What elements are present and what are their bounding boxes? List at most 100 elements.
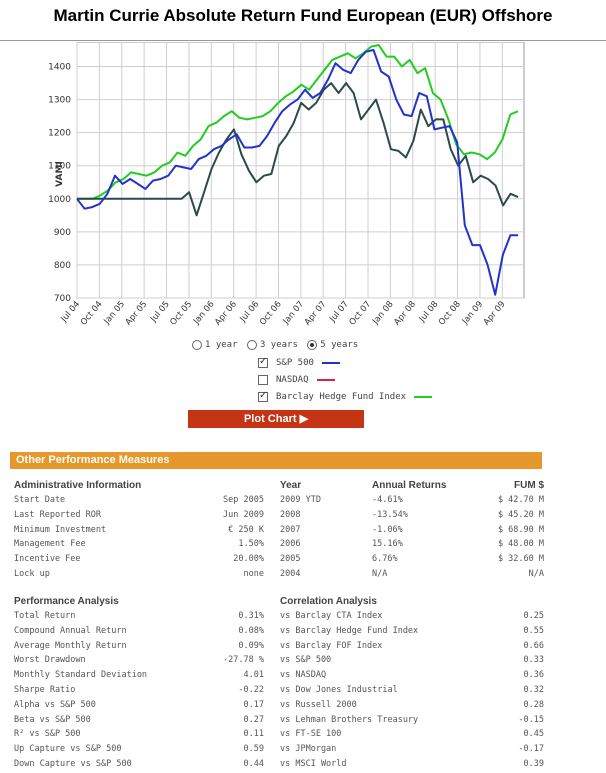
annual-cell-return: -1.06% — [372, 524, 403, 535]
annual-cell-year: 2005 — [280, 554, 301, 565]
performance-cell-value: 0.44 — [243, 759, 264, 769]
annual-cell-year: 2007 — [280, 524, 301, 535]
admin-row: Last Reported ROR Jun 2009 — [14, 510, 264, 524]
correlation-cell-label: vs Lehman Brothers Treasury — [280, 714, 419, 725]
correlation-row: vs FT-SE 100 0.45 — [280, 729, 544, 743]
range-label-3-years: 3 years — [259, 340, 298, 350]
annual-cell-fum: $ 32.60 M — [497, 554, 544, 565]
range-label-1-year: 1 year — [205, 340, 238, 350]
performance-row: Average Monthly Return 0.09% — [14, 641, 264, 655]
admin-cell-value: 1.50% — [238, 539, 264, 550]
admin-header-label: Administrative Information — [14, 480, 142, 491]
performance-cell-label: Monthly Standard Deviation — [14, 670, 148, 681]
x-tick-label: Oct 08 — [437, 300, 463, 328]
x-tick-label: Jan 09 — [460, 300, 485, 328]
legend-label-barclay: Barclay Hedge Fund Index — [276, 392, 407, 402]
performance-row: Sharpe Ratio -0.22 — [14, 685, 264, 699]
x-tick-label: Jan 08 — [370, 300, 395, 328]
correlation-row: vs Barclay CTA Index 0.25 — [280, 611, 544, 625]
annual-cell-fum: N/A — [528, 569, 544, 579]
admin-row: Management Fee 1.50% — [14, 539, 264, 553]
series-line-nasdaq — [77, 82, 519, 217]
radio-5-years[interactable] — [307, 340, 318, 350]
x-tick-label: Apr 08 — [392, 300, 418, 328]
admin-row: Incentive Fee 20.00% — [14, 554, 264, 568]
x-tick-label: Apr 06 — [213, 300, 239, 328]
title-divider — [0, 40, 606, 41]
admin-cell-value: Jun 2009 — [223, 509, 264, 520]
performance-cell-label: Down Capture vs S&P 500 — [14, 759, 132, 769]
x-tick-label: Apr 07 — [303, 300, 329, 328]
y-tick-label: 1300 — [48, 96, 71, 106]
radio-1-year[interactable] — [192, 340, 202, 350]
correlation-cell-label: vs Barclay FOF Index — [280, 640, 383, 651]
admin-cell-label: Start Date — [14, 495, 66, 505]
y-axis-label: VAMI — [55, 161, 65, 187]
correlation-cell-value: 0.45 — [523, 729, 544, 740]
legend-barclay: Barclay Hedge Fund Index — [258, 390, 433, 402]
annual-cell-return: 6.76% — [372, 554, 398, 565]
admin-cell-label: Management Fee — [14, 539, 86, 550]
x-tick-label: Jan 07 — [281, 300, 306, 328]
correlation-cell-value: 0.55 — [523, 625, 544, 636]
admin-row: Minimum Investment € 250 K — [14, 525, 264, 539]
annual-row: 2009 YTD -4.61% $ 42.70 M — [280, 495, 544, 509]
checkbox-sp500[interactable] — [258, 356, 268, 368]
annual-cell-fum: $ 68.90 M — [497, 524, 544, 535]
correlation-row: vs Lehman Brothers Treasury -0.15 — [280, 715, 544, 729]
performance-cell-value: 0.27 — [243, 714, 264, 725]
admin-row: Start Date Sep 2005 — [14, 495, 264, 509]
x-tick-label: Oct 05 — [168, 300, 194, 328]
performance-row: Alpha vs S&P 500 0.17 — [14, 700, 264, 714]
annual-cell-year: 2006 — [280, 539, 301, 550]
annual-header-returns: Annual Returns — [372, 480, 447, 491]
annual-cell-year: 2008 — [280, 509, 301, 520]
annual-cell-return: N/A — [372, 569, 388, 579]
annual-row: 2005 6.76% $ 32.60 M — [280, 554, 544, 568]
correlation-cell-label: vs Barclay CTA Index — [280, 611, 383, 621]
y-tick-label: 1000 — [48, 195, 71, 205]
correlation-table: Correlation Analysis vs Barclay CTA Inde… — [280, 596, 544, 770]
correlation-row: vs Dow Jones Industrial 0.32 — [280, 685, 544, 699]
performance-row: Monthly Standard Deviation 4.01 — [14, 670, 264, 684]
legend-label-sp500: S&P 500 — [276, 358, 314, 368]
annual-cell-return: -13.54% — [372, 509, 408, 520]
annual-cell-year: 2004 — [280, 569, 301, 579]
x-tick-label: Apr 09 — [482, 300, 508, 328]
legend-nasdaq: NASDAQ — [258, 375, 335, 385]
performance-cell-label: Up Capture vs S&P 500 — [14, 744, 122, 755]
y-tick-label: 900 — [54, 228, 71, 238]
annual-row: 2008 -13.54% $ 45.20 M — [280, 510, 544, 524]
performance-row: Up Capture vs S&P 500 0.59 — [14, 744, 264, 758]
correlation-row: vs Barclay FOF Index 0.66 — [280, 641, 544, 655]
correlation-row: vs NASDAQ 0.36 — [280, 670, 544, 684]
legend-swatch-barclay — [414, 396, 433, 398]
annual-header-year: Year — [280, 480, 302, 491]
correlation-cell-value: -0.17 — [518, 744, 544, 755]
legend-sp500: S&P 500 — [258, 356, 340, 368]
correlation-cell-value: 0.39 — [523, 759, 544, 769]
correlation-cell-value: 0.36 — [523, 670, 544, 681]
y-tick-label: 1400 — [48, 63, 71, 73]
annual-cell-fum: $ 45.20 M — [497, 509, 544, 520]
x-tick-label: Oct 04 — [79, 300, 105, 328]
checkbox-barclay[interactable] — [258, 390, 268, 402]
correlation-cell-value: 0.33 — [523, 655, 544, 666]
admin-table: Administrative Information Start Date Sep… — [14, 480, 264, 590]
admin-cell-value: Sep 2005 — [223, 495, 264, 505]
correlation-cell-label: vs Barclay Hedge Fund Index — [280, 625, 419, 636]
legend-swatch-nasdaq — [316, 379, 335, 381]
performance-cell-value: -0.22 — [238, 685, 264, 695]
y-tick-label: 1200 — [48, 129, 71, 139]
plot-chart-button[interactable]: Plot Chart ▶ — [188, 410, 364, 428]
admin-cell-value: € 250 K — [228, 524, 264, 535]
performance-cell-label: Total Return — [14, 611, 76, 621]
performance-row: Beta vs S&P 500 0.27 — [14, 715, 264, 729]
vami-chart: 700 800 900 1000 1100 1200 1300 1400 VAMI Jul 04 O… — [0, 42, 606, 332]
performance-cell-value: 4.01 — [243, 670, 264, 681]
performance-cell-label: Worst Drawdown — [14, 655, 86, 666]
radio-3-years[interactable] — [246, 340, 257, 350]
correlation-cell-label: vs Russell 2000 — [280, 699, 357, 710]
checkbox-nasdaq[interactable] — [258, 375, 268, 385]
performance-cell-label: Average Monthly Return — [14, 640, 127, 651]
